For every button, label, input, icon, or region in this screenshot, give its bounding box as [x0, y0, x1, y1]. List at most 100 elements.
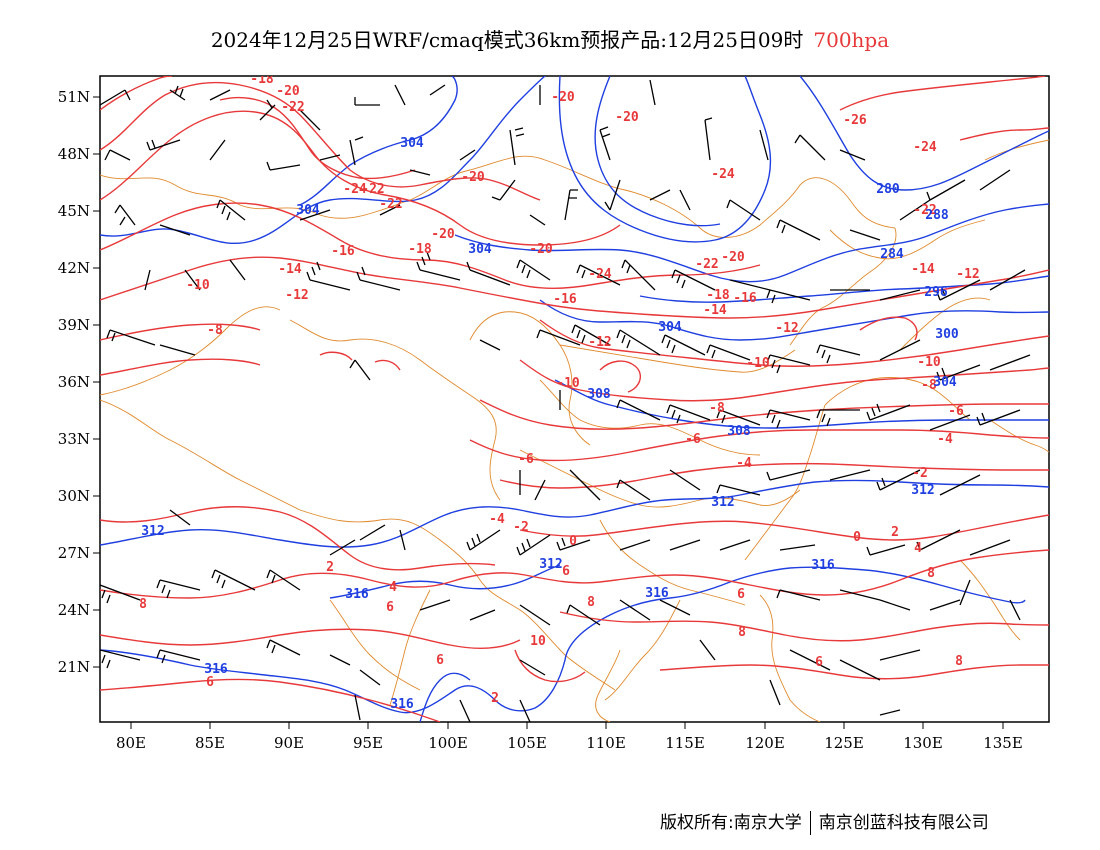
height-label: 308: [727, 424, 751, 439]
temp-label: -10: [746, 356, 770, 371]
temp-label: 6: [386, 600, 394, 615]
temp-label: -4: [489, 512, 505, 527]
height-label: 312: [711, 495, 734, 510]
temp-label: -24: [711, 167, 735, 182]
temp-label: 10: [530, 634, 546, 649]
title-text: 2024年12月25日WRF/cmaq模式36km预报产品:12月25日09时: [210, 28, 804, 52]
temp-label: -4: [937, 432, 953, 447]
geopotential-contours: [100, 76, 1049, 722]
temp-label: 6: [815, 655, 823, 670]
temp-label: -10: [186, 278, 210, 293]
temp-label: 8: [738, 625, 746, 640]
temp-label: -14: [703, 303, 727, 318]
lat-tick-label: 39N: [58, 316, 90, 334]
height-label: 316: [204, 662, 228, 677]
pressure-level: 700hpa: [813, 28, 890, 52]
temp-label: -8: [709, 401, 725, 416]
height-label: 312: [539, 557, 562, 572]
lon-tick-label: 105E: [507, 734, 547, 752]
temp-label: -16: [733, 291, 757, 306]
temp-label: 6: [562, 564, 570, 579]
lat-tick-label: 24N: [58, 601, 90, 619]
temp-label: -16: [331, 244, 355, 259]
height-label: 304: [658, 320, 682, 335]
height-label: 288: [925, 208, 949, 223]
latitude-labels: 51N 48N 45N 42N 39N 36N 33N 30N 27N 24N …: [58, 88, 90, 676]
lon-tick-label: 125E: [824, 734, 864, 752]
lat-tick-label: 33N: [58, 430, 90, 448]
temperature-contours: [100, 76, 1049, 722]
lat-tick-label: 42N: [58, 259, 90, 277]
lon-tick-label: 80E: [116, 734, 146, 752]
temp-label: -8: [921, 378, 937, 393]
temp-label: -12: [956, 267, 979, 282]
height-label: 312: [911, 483, 934, 498]
temp-label: 0: [853, 530, 861, 545]
height-label: 284: [880, 247, 904, 262]
company-name: 南京创蓝科技有限公司: [818, 813, 989, 833]
temp-label: -12: [285, 288, 308, 303]
temp-label: 6: [436, 653, 444, 668]
temp-label: 4: [914, 541, 922, 556]
temp-label: -20: [461, 170, 485, 185]
temp-label: -20: [529, 242, 553, 257]
temp-label: -4: [736, 456, 752, 471]
lat-tick-label: 27N: [58, 544, 90, 562]
axis-ticks: [93, 96, 1004, 729]
lat-tick-label: 51N: [58, 88, 90, 106]
temp-label: -20: [721, 250, 745, 265]
temp-label: 2: [491, 691, 499, 706]
temp-label: -14: [911, 262, 935, 277]
temp-label: 6: [206, 675, 214, 690]
temp-label: -20: [615, 110, 639, 125]
temp-label: 8: [955, 654, 963, 669]
temp-label: -12: [588, 335, 611, 350]
height-label: 280: [876, 182, 900, 197]
height-label: 304: [400, 136, 424, 151]
temp-label: 4: [389, 580, 397, 595]
height-label: 316: [390, 697, 414, 712]
temp-label: -22: [913, 203, 936, 218]
temp-label: -8: [207, 323, 223, 338]
temp-label: -22: [379, 197, 402, 212]
temp-label: -22: [695, 257, 718, 272]
temp-label: -14: [278, 262, 302, 277]
height-label: 316: [645, 586, 669, 601]
border-lines: [100, 139, 1049, 722]
temp-label: -22: [361, 182, 384, 197]
temp-label: -2: [912, 466, 928, 481]
plot-frame: [99, 75, 1050, 723]
lon-tick-label: 85E: [195, 734, 225, 752]
temp-label: 8: [139, 597, 147, 612]
height-label: 316: [811, 558, 835, 573]
temp-label: -12: [775, 321, 798, 336]
temp-label: -10: [917, 355, 941, 370]
lat-tick-label: 48N: [58, 145, 90, 163]
temp-label: -6: [685, 432, 701, 447]
temp-label: -26: [843, 113, 867, 128]
temperature-label-group: -18 -20 -22 -20 -20 -20 -22 -24 -22 -26 …: [139, 76, 980, 706]
temp-label: -10: [556, 376, 580, 391]
lat-tick-label: 21N: [58, 658, 90, 676]
temp-label: 2: [891, 525, 899, 540]
temp-label: -20: [276, 84, 300, 99]
height-label: 296: [924, 285, 948, 300]
temp-label: -16: [553, 292, 577, 307]
temp-label: -18: [408, 242, 432, 257]
temp-label: -6: [948, 404, 964, 419]
temp-label: 8: [587, 595, 595, 610]
lon-tick-label: 135E: [983, 734, 1023, 752]
footer-divider: [809, 811, 811, 835]
lat-tick-label: 45N: [58, 202, 90, 220]
temp-label: -18: [706, 288, 730, 303]
temp-label: 0: [569, 534, 577, 549]
longitude-labels: 80E 85E 90E 95E 100E 105E 110E 115E 120E…: [116, 734, 1023, 752]
height-label: 308: [587, 387, 611, 402]
temp-label: 8: [927, 566, 935, 581]
lat-tick-label: 30N: [58, 487, 90, 505]
lat-tick-label: 36N: [58, 373, 90, 391]
height-label: 312: [141, 524, 164, 539]
lon-tick-label: 100E: [428, 734, 468, 752]
wind-barbs: [100, 79, 1031, 722]
lon-tick-label: 110E: [586, 734, 626, 752]
